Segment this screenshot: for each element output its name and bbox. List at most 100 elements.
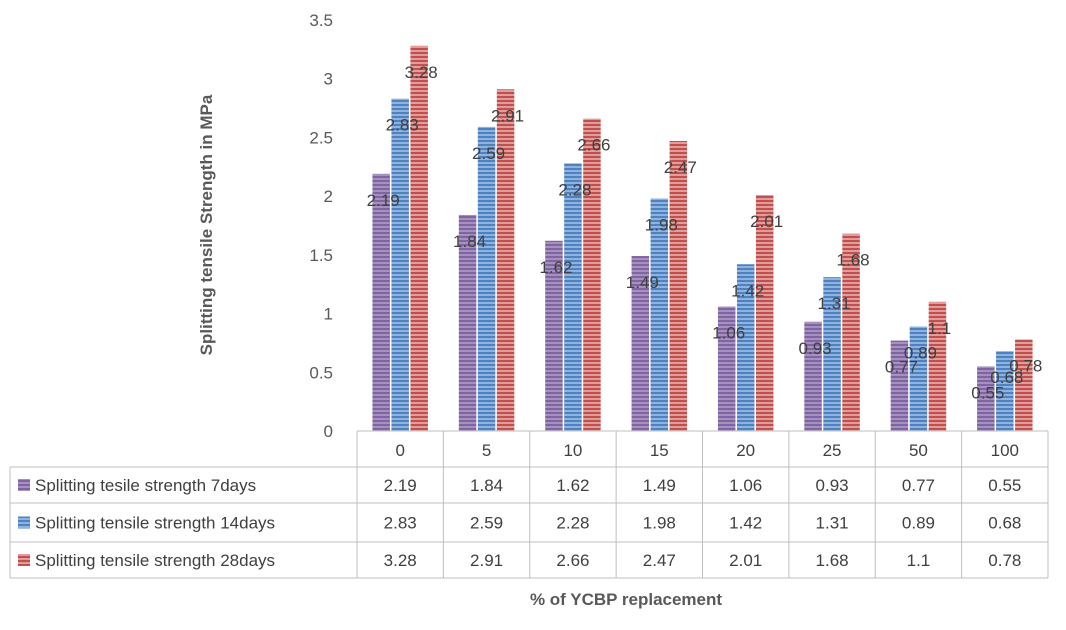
bar	[717, 306, 736, 431]
bars	[372, 45, 1033, 432]
data-label: 3.28	[405, 63, 438, 82]
data-label: 2.28	[558, 180, 591, 199]
data-label: 0.89	[904, 343, 937, 362]
data-label: 0.55	[971, 383, 1004, 402]
table-cell: 1.98	[643, 514, 676, 533]
data-table: 0 5 10 15 20 25 50 100 Splitting tesile strength…	[9, 430, 1049, 579]
table-cell: 2.59	[470, 514, 503, 533]
data-label: 0.93	[799, 339, 832, 358]
table-cell: 2.66	[556, 551, 589, 570]
bar	[977, 366, 995, 431]
bar	[650, 198, 669, 431]
data-label: 2.01	[750, 212, 783, 231]
data-label: 2.66	[577, 136, 610, 155]
data-label: 1.42	[731, 281, 764, 300]
bar	[458, 214, 477, 431]
x-tick-label: 25	[823, 441, 842, 460]
table-cell: 1.06	[729, 476, 762, 495]
y-tick-label: 0.5	[309, 363, 333, 382]
x-tick-label: 0	[395, 441, 404, 460]
bar	[1015, 339, 1033, 431]
y-axis-ticks: 0 0.5 1 1.5 2 2.5 3 3.5	[309, 11, 333, 441]
bar	[823, 277, 841, 431]
legend-label: Splitting tensile strength 14days	[35, 514, 275, 533]
y-tick-label: 1	[324, 305, 333, 324]
y-tick-label: 2	[324, 187, 333, 206]
bar	[842, 233, 860, 431]
table-cell: 2.19	[384, 476, 417, 495]
table-cell: 2.83	[384, 514, 417, 533]
data-label: 2.59	[472, 144, 505, 163]
y-tick-label: 1.5	[309, 246, 333, 265]
data-label: 1.68	[837, 251, 870, 270]
bar	[583, 118, 601, 431]
data-label: 1.31	[818, 294, 851, 313]
data-label: 1.06	[712, 324, 745, 343]
x-tick-label: 5	[482, 441, 491, 460]
table-cell: 2.47	[643, 551, 676, 570]
y-axis-title: Splitting tensile Strength in MPa	[197, 94, 216, 355]
data-label: 2.19	[367, 191, 400, 210]
x-tick-label: 10	[563, 441, 582, 460]
table-cell: 0.93	[816, 476, 849, 495]
table-cell: 2.01	[729, 551, 762, 570]
bar	[755, 194, 774, 431]
legend-label: Splitting tesile strength 7days	[35, 476, 256, 495]
bar	[736, 264, 755, 431]
legend-key	[18, 479, 30, 491]
bar	[545, 240, 563, 431]
y-tick-label: 3.5	[309, 11, 333, 30]
table-cell: 0.89	[902, 514, 935, 533]
table-cell: 1.42	[729, 514, 762, 533]
table-cell: 3.28	[384, 551, 417, 570]
data-label: 2.91	[491, 106, 524, 125]
data-label: 1.1	[928, 319, 952, 338]
legend-label: Splitting tensile strength 28days	[35, 551, 275, 570]
y-tick-label: 3	[324, 70, 333, 89]
table-cell: 2.28	[556, 514, 589, 533]
bar	[928, 301, 947, 431]
table-cell: 0.78	[988, 551, 1021, 570]
y-tick-label: 0	[324, 422, 333, 441]
table-cell: 1.84	[470, 476, 503, 495]
bar	[391, 98, 409, 432]
bar	[804, 321, 822, 431]
bar	[669, 140, 688, 432]
data-label: 1.62	[539, 258, 572, 277]
table-cell: 1.1	[907, 551, 931, 570]
y-tick-label: 2.5	[309, 128, 333, 147]
table-cell: 1.31	[816, 514, 849, 533]
bar	[890, 340, 909, 431]
table-cell: 0.68	[988, 514, 1021, 533]
x-tick-label: 20	[736, 441, 755, 460]
data-label: 0.78	[1009, 356, 1042, 375]
table-cell: 1.49	[643, 476, 676, 495]
data-label: 1.84	[453, 232, 486, 251]
legend-key	[18, 554, 30, 566]
bar	[410, 45, 428, 431]
x-tick-label: 100	[991, 441, 1019, 460]
bar	[564, 163, 582, 431]
bar	[496, 89, 515, 431]
data-label: 1.98	[645, 215, 678, 234]
table-cell: 0.55	[988, 476, 1021, 495]
bar	[909, 326, 928, 431]
table-cell: 0.77	[902, 476, 935, 495]
data-label: 2.47	[664, 158, 697, 177]
data-label: 1.49	[626, 273, 659, 292]
x-axis-title: % of YCBP replacement	[530, 590, 722, 609]
x-tick-label: 50	[909, 441, 928, 460]
x-tick-label: 15	[650, 441, 669, 460]
bar	[477, 126, 496, 432]
bar	[996, 351, 1014, 431]
data-label: 0.68	[990, 368, 1023, 387]
data-label: 2.83	[386, 116, 419, 135]
legend-key	[18, 516, 30, 529]
bar	[372, 173, 390, 431]
data-label: 0.77	[885, 358, 918, 377]
bar	[631, 256, 650, 431]
data-labels: 2.19 1.84 1.62 1.49 1.06 0.93 0.77 0.55 2.83 2.59…	[367, 63, 1043, 403]
table-cell: 1.62	[556, 476, 589, 495]
